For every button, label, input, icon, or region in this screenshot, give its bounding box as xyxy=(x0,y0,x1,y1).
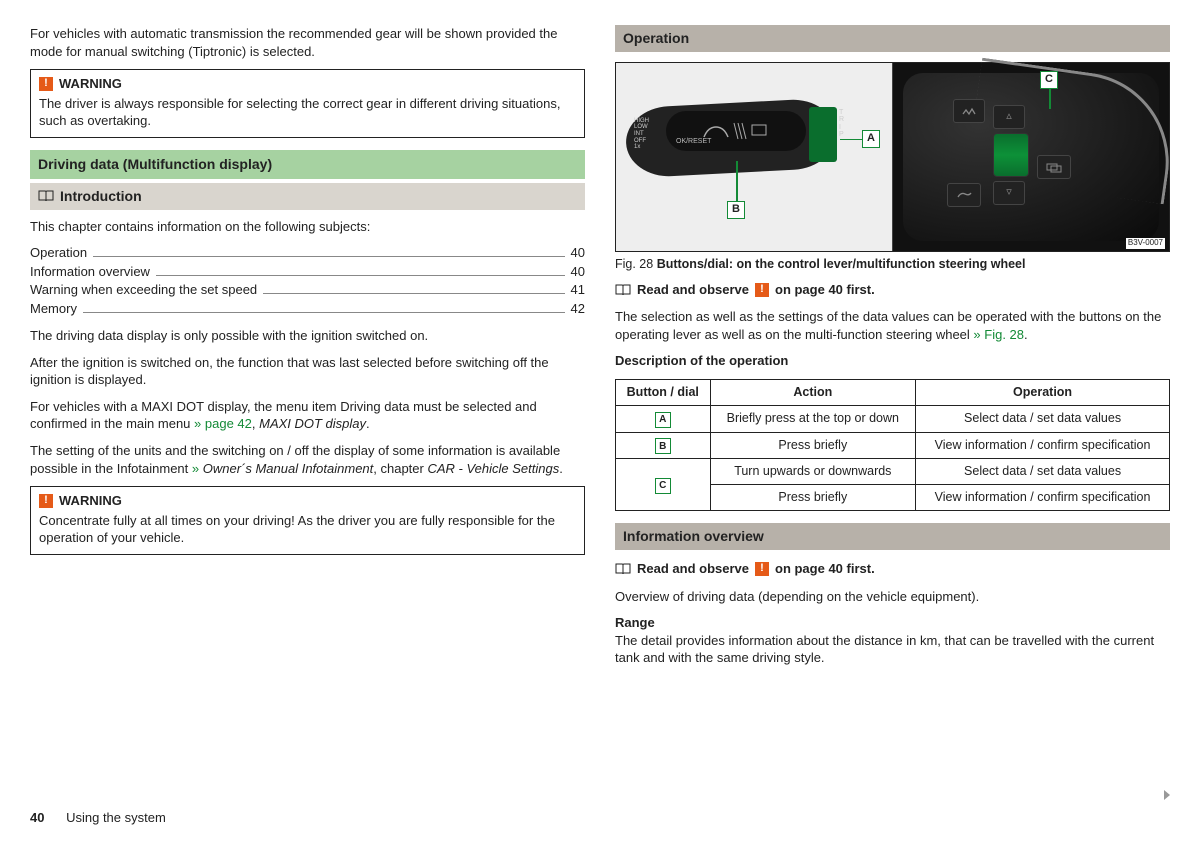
warning-box-2: ! WARNING Concentrate fully at all times… xyxy=(30,486,585,555)
warning-icon: ! xyxy=(755,283,769,297)
footer-section: Using the system xyxy=(66,810,166,825)
table-row: A Briefly press at the top or down Selec… xyxy=(616,405,1170,432)
toc: Operation 40 Information overview 40 War… xyxy=(30,244,585,317)
read-observe-line: Read and observe ! on page 40 first. xyxy=(615,281,1170,299)
overview-paragraph: Overview of driving data (depending on t… xyxy=(615,588,1170,606)
body-paragraph: The driving data display is only possibl… xyxy=(30,327,585,345)
table-row: C Turn upwards or downwards Select data … xyxy=(616,459,1170,485)
book-icon xyxy=(615,284,631,296)
section-heading-operation: Operation xyxy=(615,25,1170,52)
body-paragraph: The selection as well as the settings of… xyxy=(615,308,1170,343)
toc-row[interactable]: Operation 40 xyxy=(30,244,585,262)
toc-row[interactable]: Information overview 40 xyxy=(30,263,585,281)
table-row: B Press briefly View information / confi… xyxy=(616,432,1170,459)
callout-c: C xyxy=(1040,71,1058,89)
callout-b: B xyxy=(727,201,745,219)
warning-heading: WARNING xyxy=(59,492,122,510)
warning-body: Concentrate fully at all times on your d… xyxy=(39,512,576,547)
right-column: Operation HIGH LOW INT OFF 1x OK/RESET T… xyxy=(615,25,1170,676)
chapter-intro: This chapter contains information on the… xyxy=(30,218,585,236)
left-column: For vehicles with automatic transmission… xyxy=(30,25,585,676)
figure-28: HIGH LOW INT OFF 1x OK/RESET TRIP A B xyxy=(615,62,1170,252)
body-paragraph: After the ignition is switched on, the f… xyxy=(30,354,585,389)
warning-box-1: ! WARNING The driver is always responsib… xyxy=(30,69,585,138)
toc-row[interactable]: Memory 42 xyxy=(30,300,585,318)
range-section: Range The detail provides information ab… xyxy=(615,614,1170,667)
book-icon xyxy=(38,190,54,202)
table-heading: Description of the operation xyxy=(615,352,1170,370)
section-heading-driving-data: Driving data (Multifunction display) xyxy=(30,150,585,179)
callout-a: A xyxy=(862,130,880,148)
figure-id: B3V-0007 xyxy=(1126,238,1165,249)
warning-icon: ! xyxy=(39,494,53,508)
warning-icon: ! xyxy=(755,562,769,576)
warning-icon: ! xyxy=(39,77,53,91)
book-icon xyxy=(615,563,631,575)
read-observe-line: Read and observe ! on page 40 first. xyxy=(615,560,1170,578)
page-footer: 40 Using the system xyxy=(30,809,166,827)
warning-body: The driver is always responsible for sel… xyxy=(39,95,576,130)
body-paragraph: For vehicles with a MAXI DOT display, th… xyxy=(30,398,585,433)
page-link[interactable]: » page 42 xyxy=(194,416,252,431)
intro-paragraph: For vehicles with automatic transmission… xyxy=(30,25,585,60)
page-number: 40 xyxy=(30,810,44,825)
figure-wheel: ▵ ▿ C B3V-0007 xyxy=(893,63,1169,251)
warning-heading: WARNING xyxy=(59,75,122,93)
operation-table: Button / dial Action Operation A Briefly… xyxy=(615,379,1170,511)
body-paragraph: The setting of the units and the switchi… xyxy=(30,442,585,477)
figure-caption: Fig. 28 Buttons/dial: on the control lev… xyxy=(615,256,1170,273)
subsection-introduction: Introduction xyxy=(30,183,585,210)
figure-lever: HIGH LOW INT OFF 1x OK/RESET TRIP A B xyxy=(616,63,893,251)
section-heading-info-overview: Information overview xyxy=(615,523,1170,550)
toc-row[interactable]: Warning when exceeding the set speed 41 xyxy=(30,281,585,299)
figure-link[interactable]: » Fig. 28 xyxy=(973,327,1024,342)
continue-icon xyxy=(1164,790,1170,800)
